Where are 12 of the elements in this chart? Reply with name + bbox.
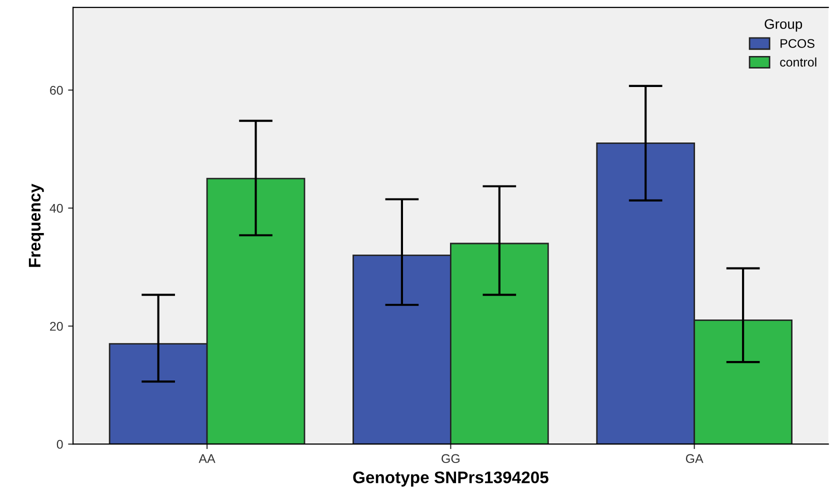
x-tick-label: GG (442, 454, 460, 464)
y-axis-title: Frequency (28, 184, 44, 267)
y-tick-label: 60 (50, 86, 63, 95)
x-tick-label: GA (686, 454, 704, 464)
x-tick-label: AA (198, 454, 216, 463)
legend-label: control (780, 57, 816, 67)
y-tick-label: 40 (50, 204, 63, 213)
x-axis-title: Genotype SNPrs1394205 (353, 471, 548, 487)
legend-label: PCOS (780, 39, 814, 48)
legend-title: Group (764, 19, 802, 32)
y-tick-label: 0 (56, 440, 63, 449)
y-tick-label: 20 (50, 322, 63, 331)
